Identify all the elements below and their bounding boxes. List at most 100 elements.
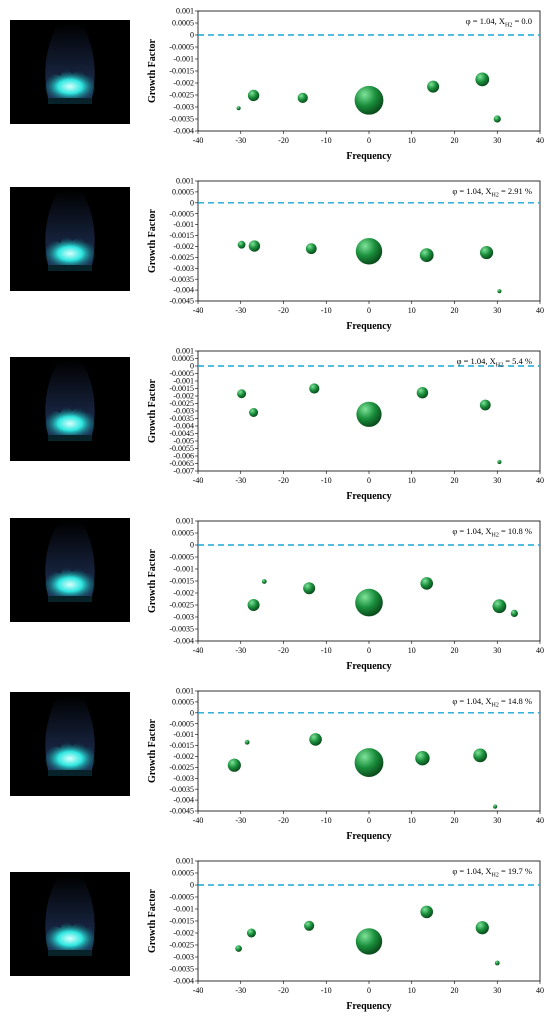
y-tick-label: -0.0005 xyxy=(169,43,194,52)
data-point-bubble xyxy=(236,106,241,111)
flame-core-shape xyxy=(45,921,95,950)
annotation-subscript: H2 xyxy=(492,193,499,199)
x-tick-label: -30 xyxy=(235,136,246,145)
y-tick-label: -0.003 xyxy=(173,264,194,273)
y-axis-label: Growth Factor xyxy=(147,208,158,273)
x-tick-label: -10 xyxy=(321,646,332,655)
y-tick-label: -0.004 xyxy=(173,637,194,646)
y-tick-label: -0.0005 xyxy=(169,209,194,218)
annotation-subscript: H2 xyxy=(505,23,512,29)
x-tick-label: -10 xyxy=(321,306,332,315)
x-tick-label: 30 xyxy=(493,136,501,145)
x-tick-label: -40 xyxy=(193,986,204,995)
x-tick-label: 30 xyxy=(493,986,501,995)
x-axis-label: Frequency xyxy=(346,321,391,332)
y-tick-label: -0.004 xyxy=(173,977,194,986)
burner-rim-shape xyxy=(48,98,92,104)
y-tick-label: -0.0025 xyxy=(169,941,194,950)
flame-core-shape xyxy=(45,406,95,435)
y-tick-label: 0 xyxy=(190,31,194,40)
annotation-value: = 14.8 % xyxy=(499,696,532,706)
annotation-main: φ = 1.04, X xyxy=(452,696,491,706)
panel-row-2: 0.001 0.0005 0 -0.0005 -0.001 -0.0015 -0.002 -0… xyxy=(0,170,550,340)
plot-frame xyxy=(197,860,541,982)
data-point-bubble xyxy=(249,408,259,417)
annotation-main: φ = 1.04, X xyxy=(452,186,491,196)
y-tick-label: -0.001 xyxy=(173,905,194,914)
y-tick-label: 0.0005 xyxy=(172,869,194,878)
annotation-subscript: H2 xyxy=(492,533,499,539)
x-tick-label: 10 xyxy=(408,816,416,825)
y-tick-label: 0.0005 xyxy=(172,529,194,538)
y-tick-label: -0.002 xyxy=(173,242,194,251)
y-tick-label: -0.0035 xyxy=(169,625,194,634)
y-tick-label: 0 xyxy=(190,541,194,550)
growth-factor-chart: 0.001 0.0005 0 -0.0005 -0.001 -0.0015 -0.002 -0… xyxy=(140,850,548,1020)
x-tick-label: -30 xyxy=(235,816,246,825)
panel-row-4: 0.001 0.0005 0 -0.0005 -0.001 -0.0015 -0.002 -0… xyxy=(0,510,550,680)
data-point-bubble xyxy=(304,920,315,931)
chart-svg: 0.0010.00050-0.0005-0.001-0.0015-0.002-0… xyxy=(147,347,544,502)
data-point-bubble xyxy=(354,85,384,115)
data-point-bubble xyxy=(355,588,383,617)
y-tick-label: -0.0035 xyxy=(169,414,194,423)
x-axis-label: Frequency xyxy=(346,491,391,502)
data-point-bubble xyxy=(416,387,429,399)
x-tick-label: 20 xyxy=(451,816,459,825)
y-tick-label: -0.001 xyxy=(173,55,194,64)
annotation-subscript: H2 xyxy=(492,873,499,879)
x-tick-label: 20 xyxy=(451,646,459,655)
panel-row-5: 0.001 0.0005 0 -0.0005 -0.001 -0.0015 -0.002 -0… xyxy=(0,680,550,850)
y-tick-label: 0 xyxy=(190,362,194,371)
y-tick-label: -0.002 xyxy=(173,752,194,761)
growth-factor-chart: 0.001 0.0005 0 -0.0005 -0.001 -0.0015 -0.002 -0… xyxy=(140,510,548,680)
data-point-bubble xyxy=(420,905,434,919)
data-point-bubble xyxy=(475,921,489,935)
y-tick-label: -0.003 xyxy=(173,103,194,112)
y-tick-label: -0.004 xyxy=(173,286,194,295)
y-tick-label: -0.0035 xyxy=(169,785,194,794)
data-point-bubble xyxy=(235,945,242,952)
data-point-bubble xyxy=(497,459,502,465)
data-point-bubble xyxy=(492,599,507,614)
annotation-value: = 5.4 % xyxy=(503,356,532,366)
x-axis-label: Frequency xyxy=(346,661,391,672)
x-tick-label: 30 xyxy=(493,816,501,825)
growth-factor-chart: 0.001 0.0005 0 -0.0005 -0.001 -0.0015 -0.002 -0… xyxy=(140,680,548,850)
y-tick-label: -0.0015 xyxy=(169,384,194,393)
y-tick-label: -0.0045 xyxy=(169,807,194,816)
flame-photo xyxy=(10,187,130,291)
x-tick-label: 40 xyxy=(536,646,544,655)
annotation-main: φ = 1.04, X xyxy=(452,866,491,876)
x-tick-label: -10 xyxy=(321,476,332,485)
data-point-bubble xyxy=(303,582,316,595)
data-point-bubble xyxy=(227,758,241,772)
y-tick-label: -0.004 xyxy=(173,127,194,136)
x-tick-label: -40 xyxy=(193,136,204,145)
y-tick-label: 0.0005 xyxy=(172,19,194,28)
y-tick-label: 0.0005 xyxy=(172,188,194,197)
burner-rim-shape xyxy=(48,950,92,956)
y-tick-label: -0.0005 xyxy=(169,719,194,728)
x-tick-label: -40 xyxy=(193,306,204,315)
annotation-value: = 0.0 xyxy=(512,16,532,26)
data-point-bubble xyxy=(248,240,261,252)
chart-svg: 0.0010.00050-0.0005-0.001-0.0015-0.002-0… xyxy=(147,517,544,672)
y-tick-label: -0.006 xyxy=(173,452,194,461)
data-point-bubble xyxy=(493,804,498,809)
x-tick-label: 20 xyxy=(451,306,459,315)
flame-core-shape xyxy=(45,69,95,98)
flame-core-shape xyxy=(45,567,95,596)
flame-photo xyxy=(10,692,130,796)
x-tick-label: 20 xyxy=(451,986,459,995)
flame-core-shape xyxy=(45,236,95,265)
y-tick-label: -0.002 xyxy=(173,392,194,401)
y-tick-label: 0.001 xyxy=(176,517,194,526)
data-point-bubble xyxy=(497,289,502,294)
x-tick-label: 40 xyxy=(536,476,544,485)
data-point-bubble xyxy=(297,92,308,103)
x-tick-label: 40 xyxy=(536,986,544,995)
y-tick-label: -0.002 xyxy=(173,589,194,598)
data-point-bubble xyxy=(415,751,430,766)
data-point-bubble xyxy=(473,748,488,763)
